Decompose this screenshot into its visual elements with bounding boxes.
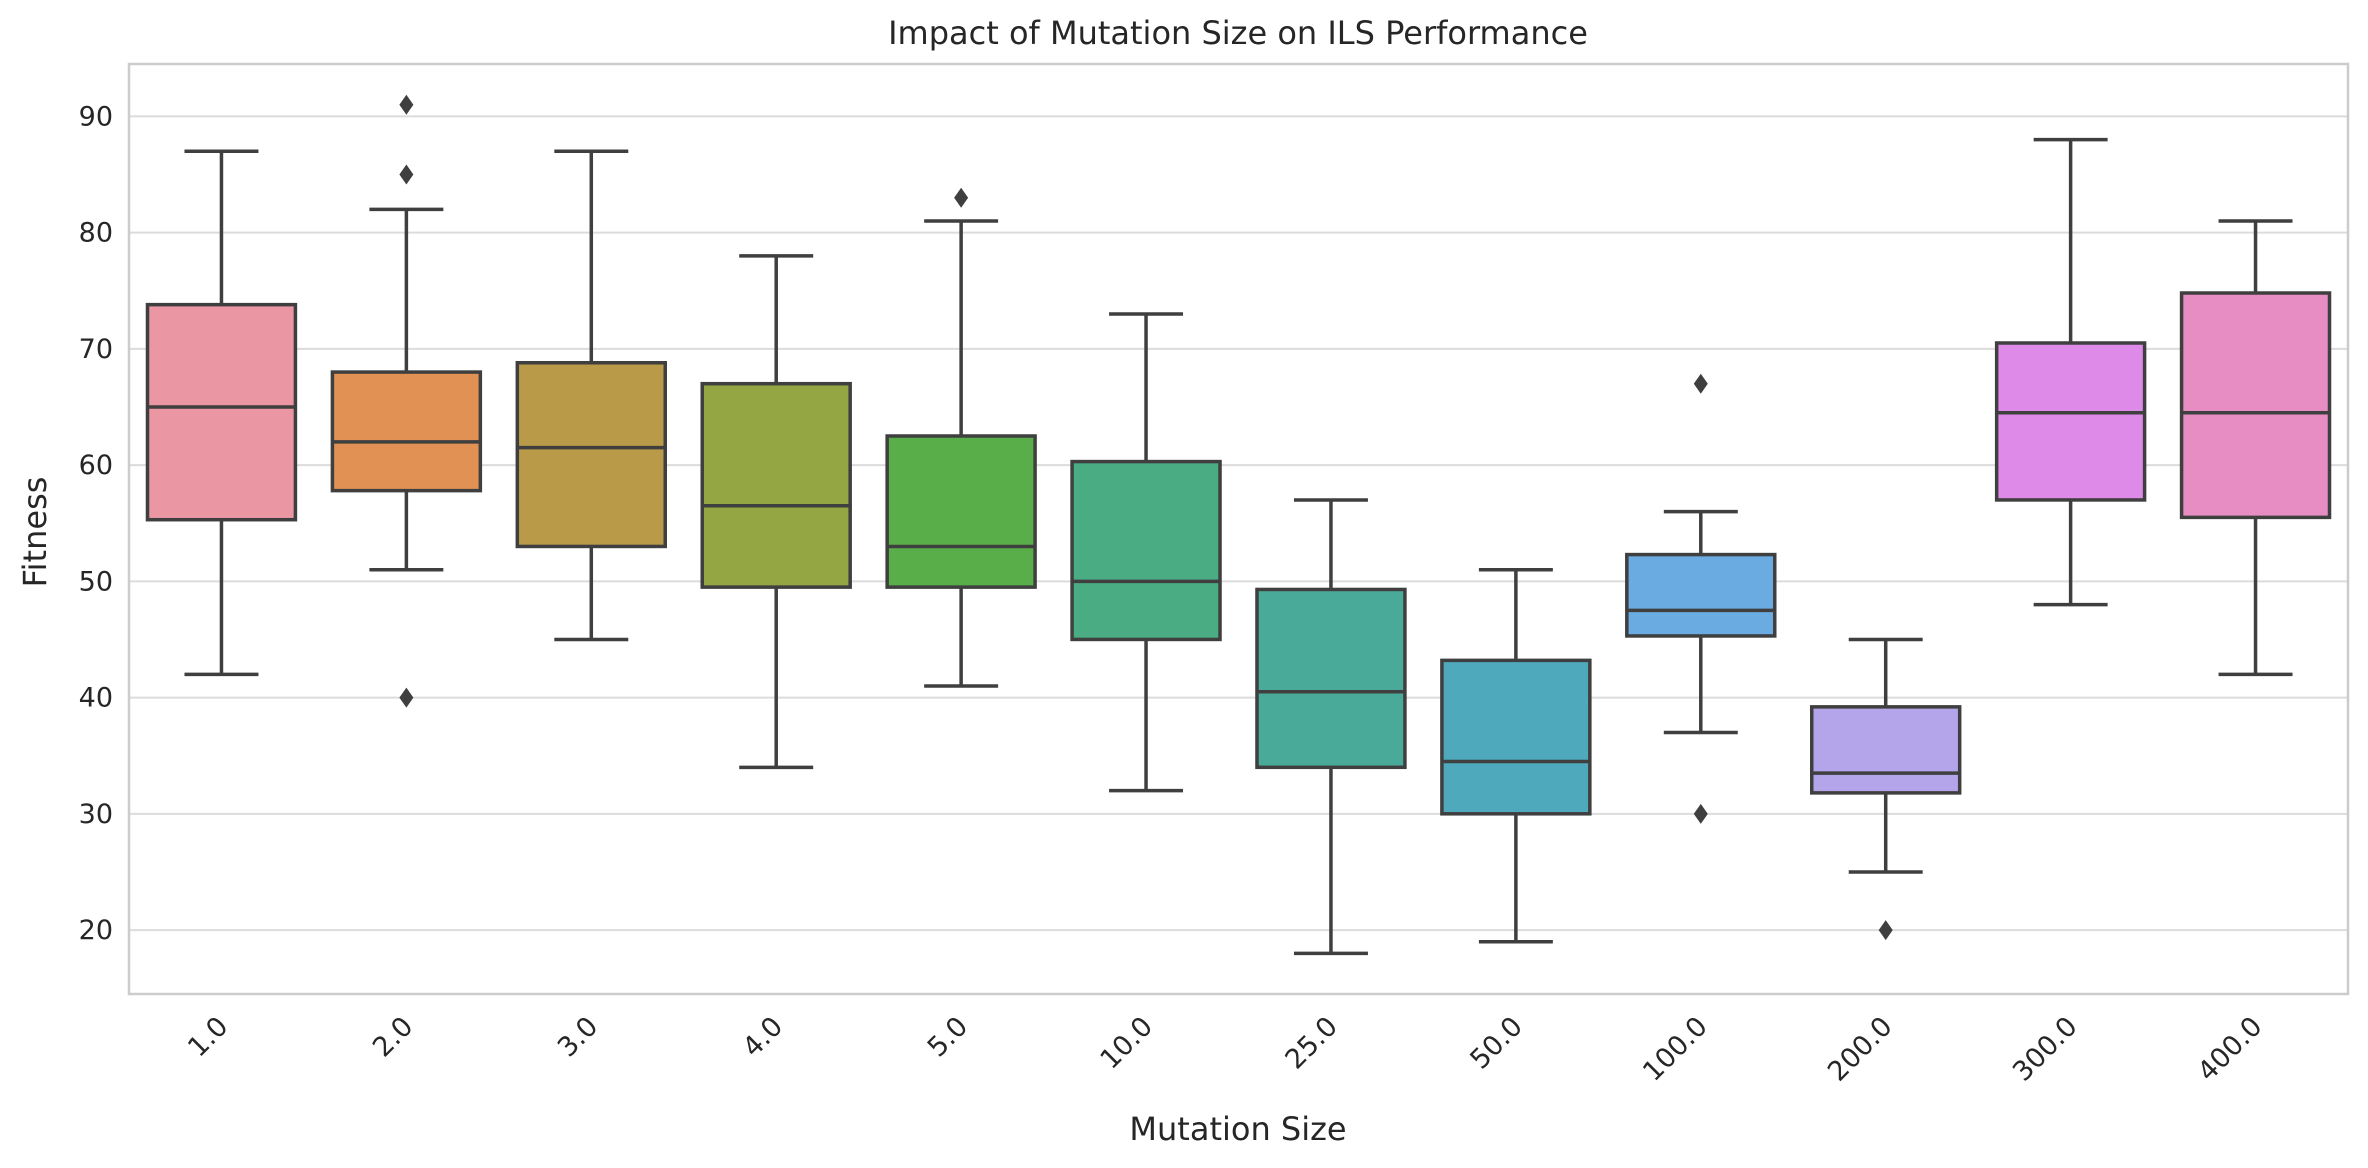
y-tick-label: 50 [79, 566, 113, 597]
outlier-point [954, 187, 969, 208]
box-group [1625, 373, 1777, 824]
box-iqr [1994, 341, 2147, 502]
y-tick-label: 60 [79, 450, 113, 481]
y-tick-label: 80 [79, 218, 113, 249]
box-iqr [1255, 587, 1407, 770]
y-tick-label: 40 [79, 683, 113, 714]
y-tick-label: 90 [79, 101, 113, 132]
box-group [1994, 137, 2147, 607]
x-axis-label: Mutation Size [1129, 1110, 1346, 1148]
box-group [1809, 637, 1962, 941]
box-iqr [1440, 658, 1592, 816]
box-iqr [515, 361, 668, 549]
box-group [1440, 567, 1592, 944]
grid-lines [129, 115, 2348, 932]
y-tick-label: 30 [79, 799, 113, 830]
box-iqr [700, 381, 852, 589]
box-iqr [1809, 705, 1962, 795]
outlier-point [1693, 373, 1708, 394]
outlier-point [399, 687, 414, 708]
y-tick-label: 70 [79, 334, 113, 365]
box-iqr [330, 370, 483, 493]
box-group [145, 149, 298, 677]
box-group [885, 187, 1037, 688]
box-group [1070, 312, 1222, 793]
box-iqr [145, 302, 298, 522]
box-iqr [2179, 291, 2332, 520]
outlier-point [399, 164, 414, 185]
outlier-point [1878, 920, 1893, 941]
box-group [1255, 498, 1407, 956]
box-iqr [1625, 552, 1777, 638]
boxes [145, 94, 2332, 956]
box-group [700, 254, 852, 770]
outlier-point [399, 94, 414, 115]
box-iqr [1070, 459, 1222, 642]
y-axis-label: Fitness [16, 477, 54, 588]
chart-title: Impact of Mutation Size on ILS Performan… [888, 14, 1588, 52]
outlier-point [1693, 803, 1708, 824]
box-group [2179, 219, 2332, 677]
box-group [330, 94, 483, 708]
box-group [515, 149, 668, 642]
plot-frame [127, 62, 2350, 996]
box-iqr [885, 434, 1037, 589]
y-tick-label: 20 [79, 915, 113, 946]
